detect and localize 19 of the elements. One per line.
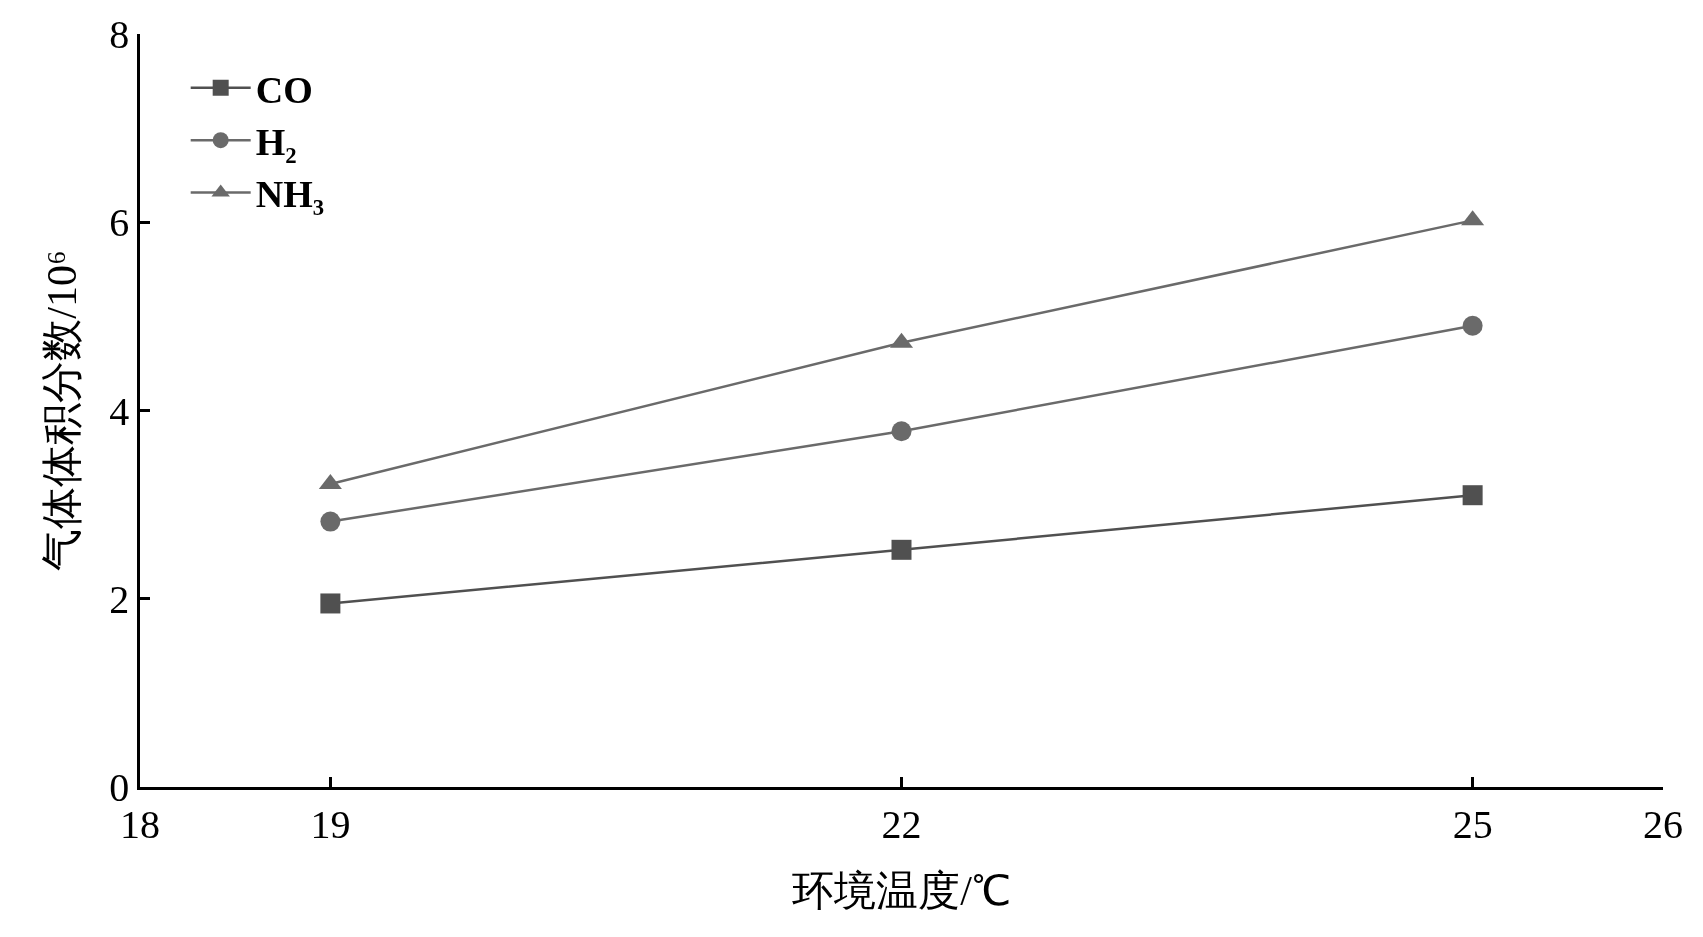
point (1462, 315, 1483, 336)
point (1462, 485, 1483, 506)
point (320, 593, 341, 614)
x-axis-title: 环境温度/℃ (792, 867, 1011, 914)
legend-label: NH₃ (255, 173, 325, 216)
x-tick-label: 19 (310, 801, 351, 847)
y-tick-label: 6 (109, 200, 130, 246)
legend-label: CO (255, 68, 313, 111)
x-tick-label: 22 (881, 801, 922, 847)
y-tick-label: 4 (109, 388, 130, 434)
point (320, 511, 341, 532)
y-axis-title: 气体体积分数/10⁶ (39, 250, 86, 571)
y-tick-label: 8 (109, 12, 130, 57)
y-tick-label: 2 (109, 576, 130, 622)
x-tick-label: 26 (1643, 801, 1683, 847)
legend-label: H₂ (255, 121, 297, 164)
point (891, 539, 912, 560)
x-tick-label: 25 (1452, 801, 1493, 847)
point (891, 421, 912, 442)
